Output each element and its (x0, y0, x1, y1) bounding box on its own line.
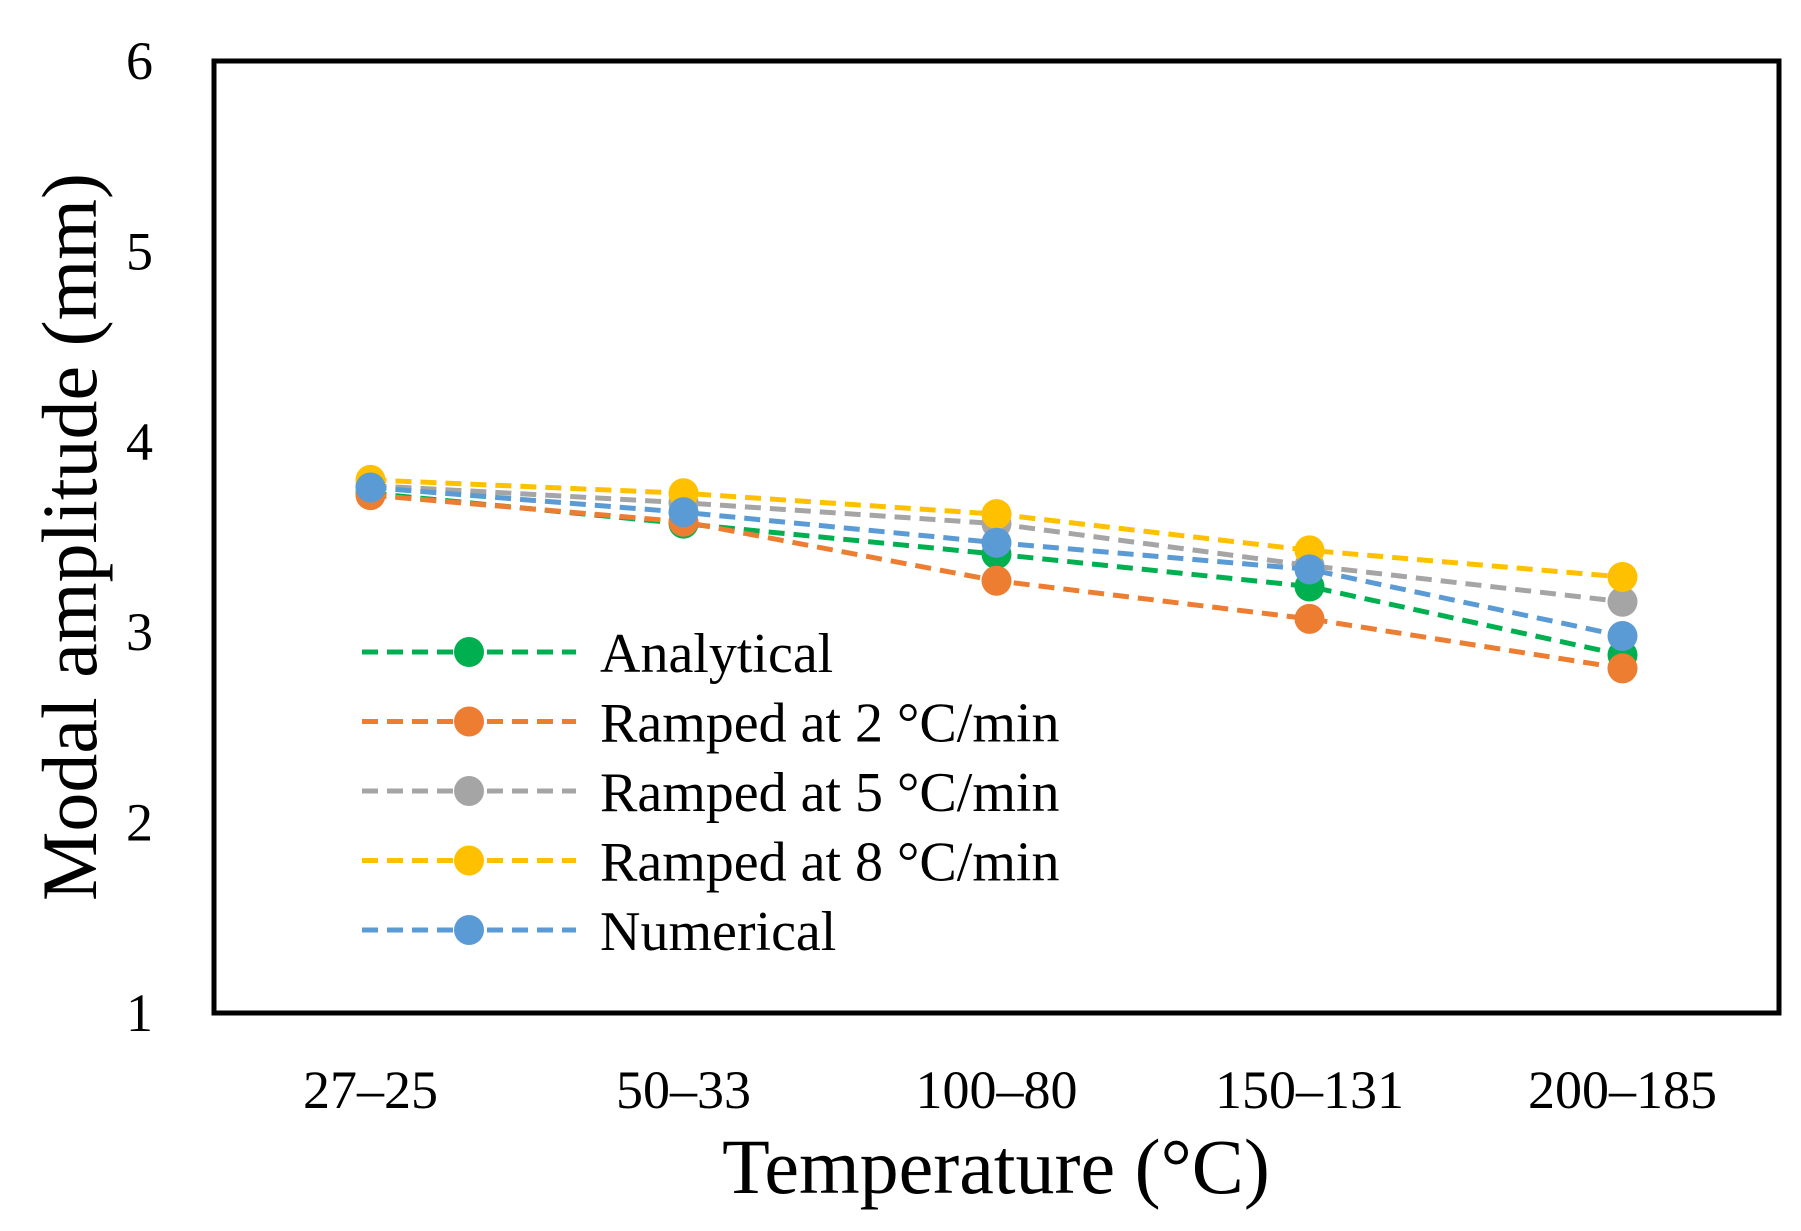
x-tick-label: 100–80 (916, 1060, 1078, 1120)
data-point (1607, 621, 1638, 652)
plot-area-border (211, 58, 1782, 1016)
y-tick-label: 1 (126, 983, 153, 1043)
y-tick-label: 5 (126, 221, 153, 281)
series-layer (355, 464, 1638, 684)
data-point (1294, 554, 1325, 585)
y-axis-ticks: 1 2 3 4 5 6 (126, 31, 153, 1043)
x-tick-label: 27–25 (303, 1060, 438, 1120)
x-tick-label: 50–33 (616, 1060, 751, 1120)
legend-label: Ramped at 5 °C/min (600, 762, 1059, 824)
x-axis-title: Temperature (°C) (722, 1123, 1270, 1210)
x-tick-label: 200–185 (1528, 1060, 1717, 1120)
y-tick-label: 3 (126, 602, 153, 662)
data-point (981, 565, 1012, 596)
legend-label: Ramped at 2 °C/min (600, 693, 1059, 755)
data-point (981, 499, 1012, 530)
legend-label: Analytical (600, 623, 833, 685)
legend-item-ramped-at-2-c-min: Ramped at 2 °C/min (362, 693, 1059, 755)
data-point (1607, 586, 1638, 617)
data-point (355, 472, 386, 503)
legend: Analytical Ramped at 2 °C/min Ramped at 5 … (362, 623, 1059, 963)
data-point (1294, 603, 1325, 634)
y-tick-label: 2 (126, 793, 153, 853)
data-point (1607, 653, 1638, 684)
data-point (981, 527, 1012, 558)
legend-label: Ramped at 8 °C/min (600, 832, 1059, 894)
y-tick-label: 6 (126, 31, 153, 91)
y-tick-label: 4 (126, 412, 153, 472)
legend-marker (454, 706, 484, 737)
x-tick-label: 150–131 (1215, 1060, 1404, 1120)
y-axis-title: Modal amplitude (mm) (26, 173, 113, 901)
x-axis-ticks: 27–25 50–33 100–80 150–131 200–185 (303, 1060, 1717, 1120)
legend-marker (454, 845, 484, 876)
legend-item-analytical: Analytical (362, 623, 833, 685)
legend-marker (454, 776, 484, 806)
data-point (668, 497, 699, 528)
legend-item-ramped-at-5-c-min: Ramped at 5 °C/min (362, 762, 1059, 824)
legend-item-numerical: Numerical (362, 901, 836, 963)
data-point (1607, 561, 1638, 592)
legend-item-ramped-at-8-c-min: Ramped at 8 °C/min (362, 832, 1059, 894)
series-numerical (355, 472, 1638, 652)
legend-marker (454, 637, 484, 667)
legend-label: Numerical (600, 901, 836, 963)
legend-marker (454, 915, 484, 945)
